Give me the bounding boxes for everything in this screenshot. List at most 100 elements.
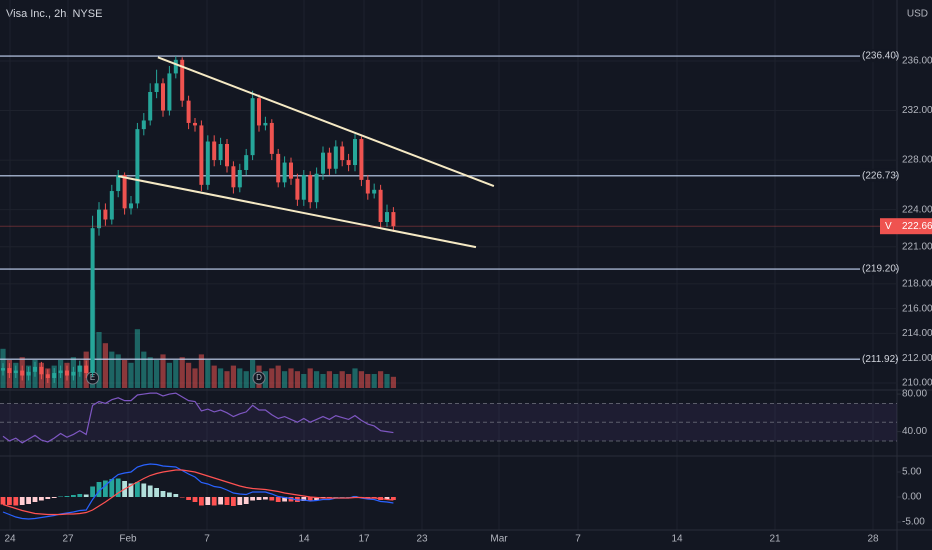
x-tick-label: 27 <box>62 534 74 545</box>
macd-histogram-bar <box>224 497 230 505</box>
x-tick-label: 7 <box>204 534 210 545</box>
candle-body <box>154 83 159 92</box>
candle-body <box>52 373 57 378</box>
candle-body <box>173 59 178 74</box>
level-label: (211.92) <box>862 354 899 365</box>
volume-bar <box>339 371 345 388</box>
last-price-tag <box>880 218 932 235</box>
macd-histogram-bar <box>275 497 281 502</box>
level-label: (219.20) <box>862 264 899 275</box>
volume-bar <box>237 368 243 388</box>
volume-bar <box>154 360 160 388</box>
volume-bar <box>307 368 313 388</box>
macd-histogram-bar <box>237 497 243 505</box>
candle-body <box>20 370 25 376</box>
candle-body <box>186 100 191 123</box>
candle-body <box>359 139 364 180</box>
x-tick-label: 21 <box>769 534 781 545</box>
x-tick-label: 24 <box>4 534 16 545</box>
macd-signal-line <box>2 469 394 516</box>
rsi-tick-label: 40.00 <box>902 426 927 437</box>
macd-histogram-bar <box>211 497 217 506</box>
volume-bar <box>141 351 147 388</box>
macd-histogram-bar <box>45 497 51 499</box>
macd-histogram-bar <box>71 495 76 497</box>
macd-histogram-bar <box>26 497 31 504</box>
candle-body <box>250 98 255 156</box>
candle-body <box>378 189 383 222</box>
candle-body <box>308 174 313 203</box>
macd-histogram-bar <box>269 497 275 501</box>
candle-body <box>333 146 338 169</box>
volume-bar <box>230 365 236 388</box>
volume-bar <box>122 360 128 388</box>
volume-bar <box>384 374 390 388</box>
volume-bar <box>352 368 358 388</box>
trendline <box>118 175 477 249</box>
y-tick-label: 212.00 <box>902 353 932 364</box>
x-tick-label: 28 <box>867 534 879 545</box>
macd-histogram-bar <box>96 482 102 497</box>
macd-histogram-bar <box>173 494 179 497</box>
y-tick-label: 228.00 <box>902 155 932 166</box>
candle-body <box>161 83 165 111</box>
macd-histogram-bar <box>288 497 294 502</box>
rsi-line <box>2 392 394 444</box>
volume-bar <box>211 365 217 388</box>
macd-histogram-bar <box>314 497 319 500</box>
candle-body <box>353 139 357 166</box>
event-label: D <box>256 373 262 382</box>
volume-bar <box>346 374 352 388</box>
candle-body <box>365 179 370 194</box>
candle-body <box>301 174 306 200</box>
macd-histogram-bar <box>154 488 159 497</box>
volume-bar <box>218 368 224 388</box>
macd-histogram-bar <box>83 494 89 497</box>
y-tick-label: 218.00 <box>902 279 932 290</box>
event-label: E <box>90 373 95 382</box>
volume-bar <box>314 371 320 388</box>
macd-histogram-bar <box>333 497 339 498</box>
macd-histogram-bar <box>141 483 147 497</box>
volume-bar <box>198 354 204 388</box>
candle-body <box>218 143 223 161</box>
candle-body <box>237 169 242 188</box>
candle-body <box>180 59 185 101</box>
y-tick-label: 214.00 <box>902 328 932 339</box>
candle-body <box>135 129 140 204</box>
candle-body <box>372 189 377 194</box>
candle-body <box>129 203 133 209</box>
candle-body <box>26 371 31 376</box>
candle-body <box>269 122 274 154</box>
volume-bar <box>365 374 371 388</box>
volume-bar <box>224 371 230 388</box>
candle-body <box>167 73 172 111</box>
candle-body <box>13 370 18 374</box>
volume-bar <box>358 371 364 388</box>
x-tick-label: 17 <box>358 534 370 545</box>
level-label-box <box>860 49 896 63</box>
candle-body <box>321 152 325 174</box>
macd-histogram-bar <box>39 497 44 501</box>
macd-histogram-bar <box>282 497 287 502</box>
candle-body <box>205 141 210 185</box>
volume-bar <box>320 374 326 388</box>
candle-body <box>122 174 127 209</box>
macd-histogram-bar <box>7 497 12 505</box>
volume-bar <box>378 371 384 388</box>
volume-bar <box>109 351 115 388</box>
volume-bar <box>333 374 339 388</box>
macd-histogram-bar <box>90 486 95 497</box>
macd-histogram-bar <box>135 482 140 497</box>
volume-bar <box>269 368 275 388</box>
candle-body <box>257 98 261 126</box>
macd-histogram-bar <box>103 480 108 497</box>
last-price-label: 222.66 <box>902 221 932 232</box>
macd-histogram-bar <box>32 497 38 502</box>
macd-tick-label: 5.00 <box>902 467 922 478</box>
trendline <box>157 56 495 188</box>
candle-body <box>97 209 101 229</box>
candle-body <box>90 228 95 374</box>
